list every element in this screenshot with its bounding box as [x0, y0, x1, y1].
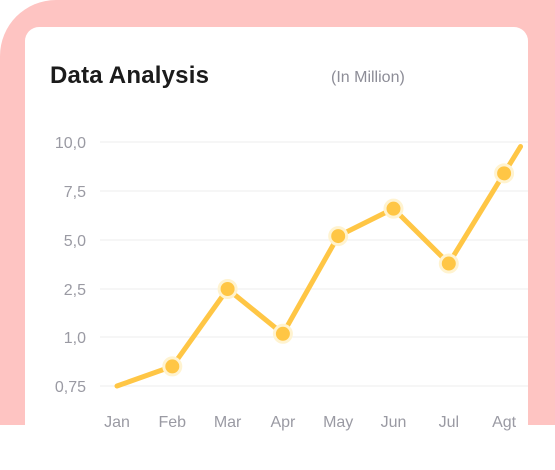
data-point[interactable] — [328, 226, 349, 247]
data-point[interactable] — [383, 198, 404, 219]
data-point[interactable] — [438, 253, 459, 274]
data-point[interactable] — [162, 356, 183, 377]
chart-title: Data Analysis — [50, 62, 210, 89]
data-point[interactable] — [272, 323, 293, 344]
series-line-layer — [114, 144, 524, 389]
y-tick-label: 1,0 — [64, 330, 86, 347]
data-point[interactable] — [494, 163, 515, 184]
x-tick-label: Apr — [270, 414, 296, 431]
data-points — [162, 163, 515, 377]
y-tick-label: 5,0 — [64, 233, 86, 250]
x-tick-label: Agt — [492, 414, 517, 431]
y-axis-ticks: 0,75 1,0 2,5 5,0 7,5 10,0 — [55, 135, 86, 396]
x-axis-ticks: Jan Feb Mar Apr May Jun Jul Agt — [104, 414, 517, 431]
chart-card — [25, 27, 528, 425]
x-tick-label: Jul — [439, 414, 459, 431]
x-tick-label: Feb — [159, 414, 187, 431]
data-point[interactable] — [217, 279, 238, 299]
y-tick-label: 10,0 — [55, 135, 86, 152]
y-tick-label: 2,5 — [64, 282, 86, 299]
chart-unit-label: (In Million) — [331, 69, 405, 86]
y-tick-label: 7,5 — [64, 184, 86, 201]
x-tick-label: Jun — [381, 414, 407, 431]
x-tick-label: May — [323, 414, 353, 431]
gridlines — [100, 141, 528, 387]
x-tick-label: Jan — [104, 414, 130, 431]
y-tick-label: 0,75 — [55, 379, 86, 396]
series-line — [114, 144, 524, 389]
x-tick-label: Mar — [214, 414, 242, 431]
